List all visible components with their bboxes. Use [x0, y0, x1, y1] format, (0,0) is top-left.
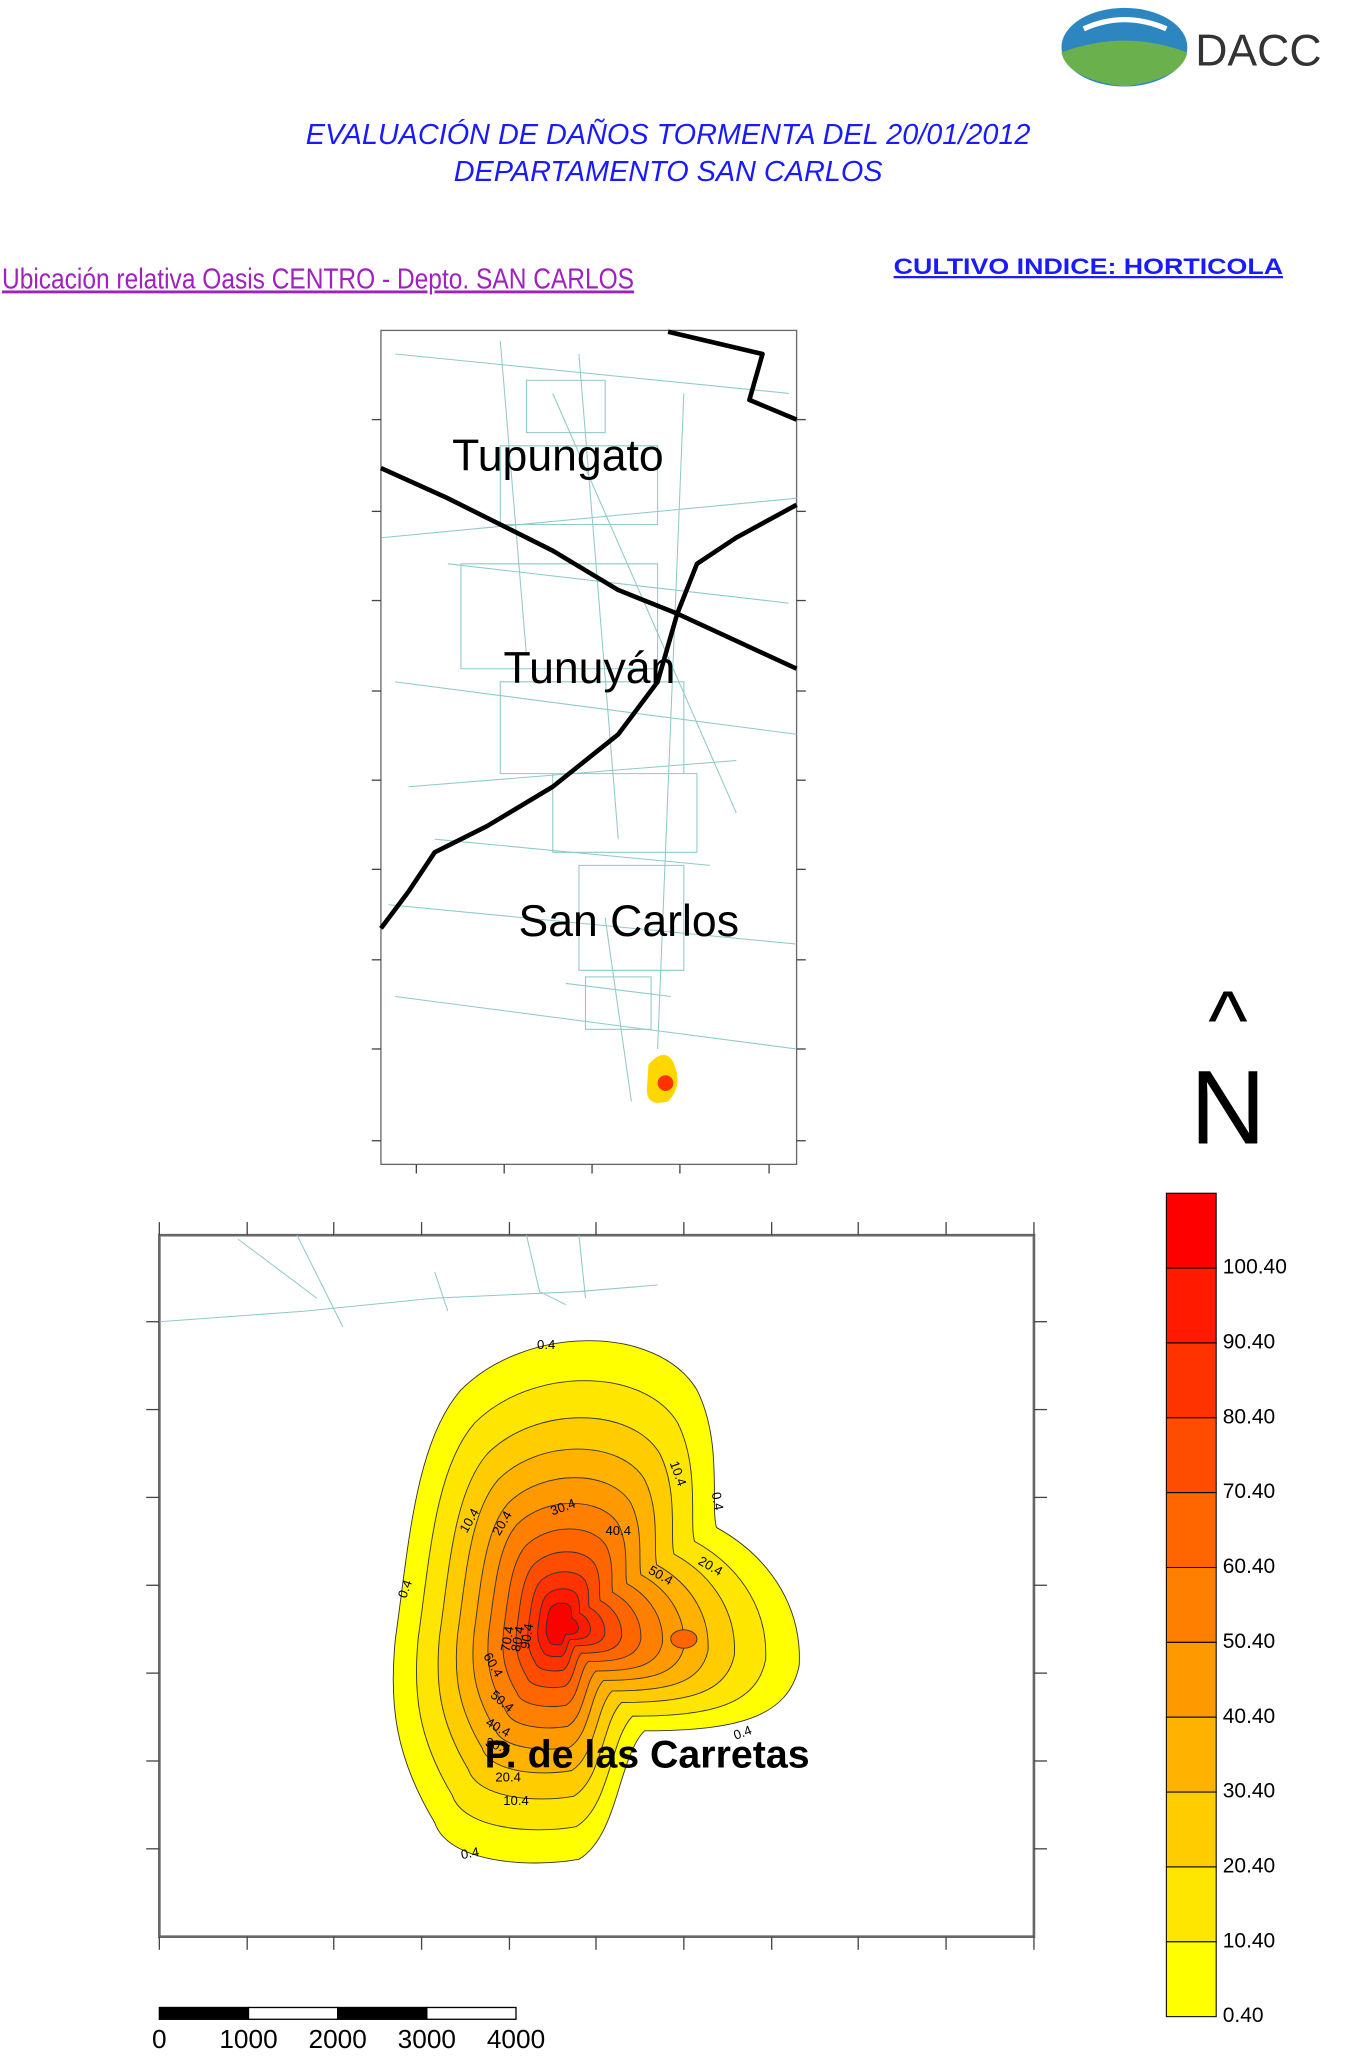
legend-swatch [1165, 1566, 1217, 1643]
legend-label: 0.40 [1223, 2004, 1264, 2027]
contour-label: 70.4 [498, 1625, 517, 1653]
contour-label: 0.4 [709, 1491, 727, 1512]
legend-label: 30.40 [1223, 1780, 1275, 1803]
north-letter: N [1190, 1049, 1266, 1166]
scale-segment [337, 2006, 428, 2020]
hotspot-core [657, 1075, 674, 1091]
contour-label: 20.4 [495, 1769, 521, 1784]
detail-map: 0.410.4 20.430.440.450.410.40.420.40.40.4… [146, 1222, 1048, 1950]
logo-arc [1082, 17, 1168, 32]
place-label: P. de las Carretas [485, 1732, 810, 1776]
legend-label: 50.40 [1223, 1630, 1275, 1653]
scale-segment [158, 2006, 250, 2020]
legend-swatch [1165, 1192, 1217, 1269]
overview-map: Tupungato Tunuyán San Carlos [371, 329, 806, 1174]
logo-field [1061, 40, 1188, 87]
scale-label: 2000 [309, 2024, 367, 2054]
place-label: Tupungato [452, 432, 664, 481]
legend-swatch [1165, 1342, 1217, 1419]
scale-label: 4000 [487, 2024, 545, 2054]
legend-swatch [1165, 1866, 1217, 1943]
legend-label: 80.40 [1223, 1405, 1275, 1428]
logo-text: DACC [1195, 27, 1321, 76]
place-label: Tunuyán [504, 644, 676, 693]
contour-label: 0.4 [731, 1722, 753, 1742]
north-arrow: ^ [1208, 973, 1247, 1067]
legend: 100.40 90.40 80.40 70.40 60.40 50.40 40.40 30.4… [1165, 1192, 1287, 2027]
contours: 0.410.4 20.430.440.450.410.40.420.40.40.4… [392, 1337, 800, 1864]
contour-label: 40.4 [606, 1523, 632, 1538]
contour-label: 0.4 [460, 1844, 481, 1862]
crop-index: CULTIVO INDICE: HORTICOLA [894, 254, 1283, 279]
legend-label: 90.40 [1223, 1330, 1275, 1353]
legend-swatch [1165, 1417, 1217, 1494]
contour-label: 0.4 [537, 1337, 555, 1352]
scale-segment [247, 2006, 339, 2020]
scale-label: 1000 [219, 2024, 277, 2054]
legend-swatch [1165, 1641, 1217, 1718]
legend-swatch [1165, 1267, 1217, 1344]
contour-band [545, 1602, 579, 1646]
legend-swatch [1165, 1492, 1217, 1569]
subtitle: DEPARTAMENTO SAN CARLOS [454, 156, 883, 188]
legend-swatch [1165, 1791, 1217, 1868]
legend-swatch [1165, 1941, 1217, 2018]
legend-label: 100.40 [1223, 1256, 1287, 1279]
contour-label: 90.4 [517, 1622, 536, 1650]
scale-label: 3000 [398, 2024, 456, 2054]
contour-band [670, 1629, 698, 1649]
roads [382, 340, 797, 1102]
logo: DACC [1061, 7, 1322, 87]
scale-label: 0 [152, 2024, 167, 2054]
contour-label: 10.4 [503, 1793, 529, 1808]
title: EVALUACIÓN DE DAÑOS TORMENTA DEL 20/01/2… [306, 117, 1031, 151]
scale-bar: 0 1000 2000 3000 4000 [152, 2006, 545, 2054]
legend-label: 20.40 [1223, 1854, 1275, 1877]
legend-swatch [1165, 1716, 1217, 1793]
place-label: San Carlos [518, 897, 739, 946]
location-title: Ubicación relativa Oasis CENTRO - Depto.… [2, 263, 634, 295]
legend-label: 60.40 [1223, 1555, 1275, 1578]
legend-label: 10.40 [1223, 1929, 1275, 1952]
contour-label: 80.4 [508, 1625, 527, 1653]
legend-label: 70.40 [1223, 1480, 1275, 1503]
legend-label: 40.40 [1223, 1705, 1275, 1728]
scale-segment [426, 2006, 517, 2020]
contour-label: 0.4 [395, 1578, 415, 1600]
